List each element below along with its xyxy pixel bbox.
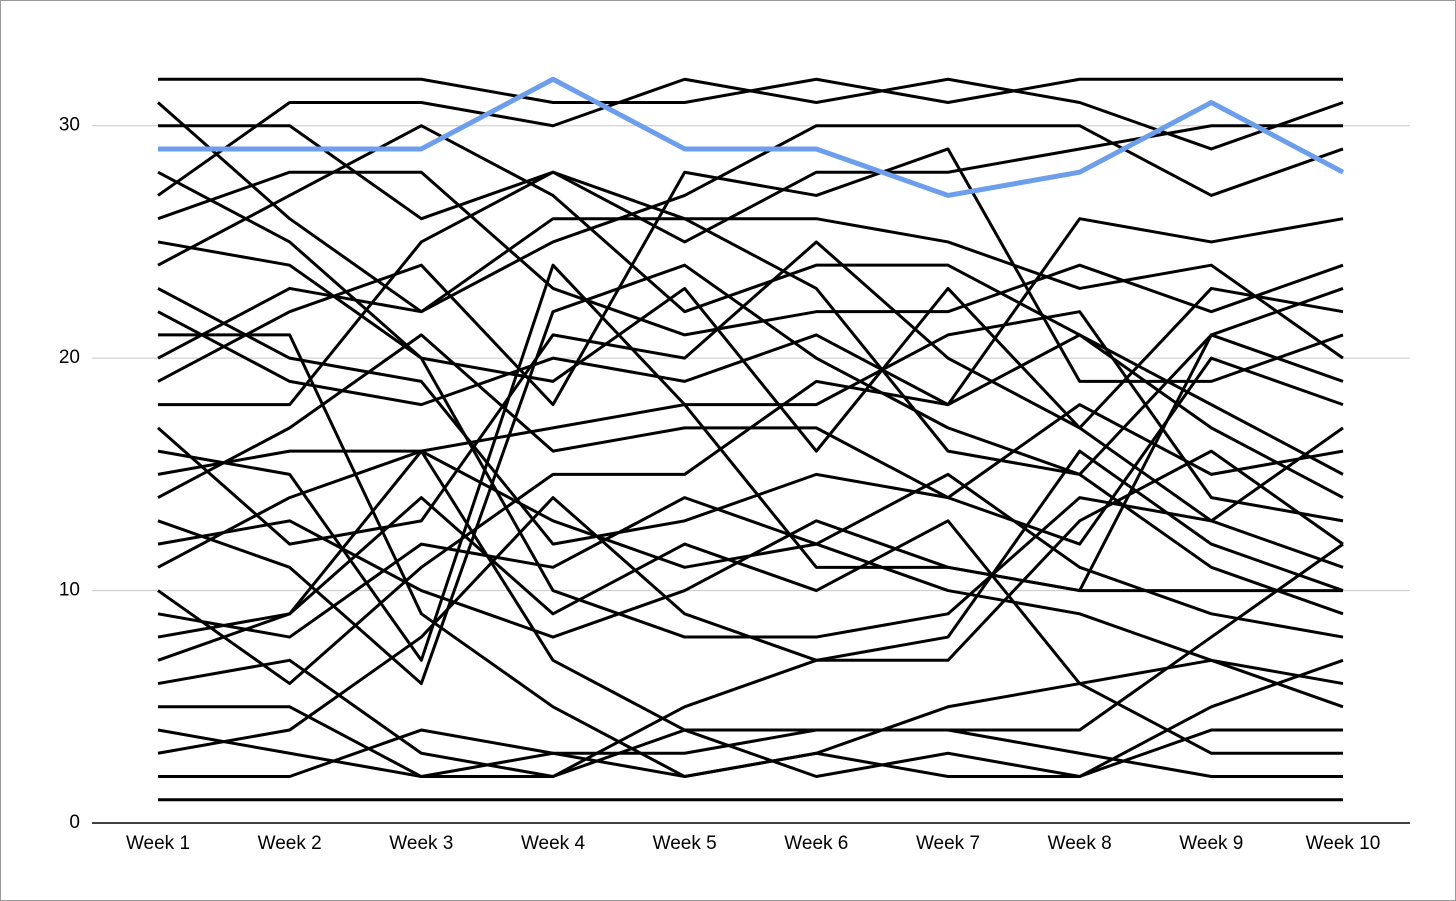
series-line	[157, 170, 1344, 639]
series-line	[157, 240, 1344, 569]
x-tick-label: Week 3	[389, 833, 453, 854]
series-line	[158, 542, 1344, 779]
x-tick-label: Week 5	[653, 833, 717, 854]
x-tick-label: Week 2	[258, 833, 322, 854]
y-tick-label: 20	[59, 347, 80, 368]
series-line	[157, 263, 1344, 686]
series-line	[158, 77, 1343, 104]
series-line	[157, 263, 1344, 662]
series-line	[157, 449, 1343, 779]
x-tick-label: Week 1	[126, 833, 190, 854]
x-tick-label: Week 7	[916, 833, 980, 854]
x-tick-label: Week 6	[784, 833, 848, 854]
x-tick-label: Week 10	[1306, 833, 1381, 854]
series-line	[157, 287, 1344, 546]
series-line	[158, 728, 1343, 779]
series-line	[157, 217, 1344, 407]
series-line	[158, 333, 1344, 779]
series-line	[157, 124, 1344, 476]
series-line	[158, 76, 1345, 198]
series-line	[158, 170, 1344, 407]
y-tick-label: 0	[69, 812, 80, 833]
series-line	[157, 519, 1343, 639]
series-line	[157, 147, 1344, 407]
x-tick-label: Week 4	[521, 833, 586, 854]
series-line	[157, 333, 1344, 500]
series-line	[157, 240, 1344, 453]
y-tick-label: 10	[59, 580, 80, 601]
x-tick-label: Week 9	[1179, 833, 1243, 854]
x-tick-label: Week 8	[1048, 833, 1112, 854]
series-line	[157, 449, 1344, 779]
series-line	[157, 101, 1344, 476]
y-tick-label: 30	[59, 115, 80, 136]
